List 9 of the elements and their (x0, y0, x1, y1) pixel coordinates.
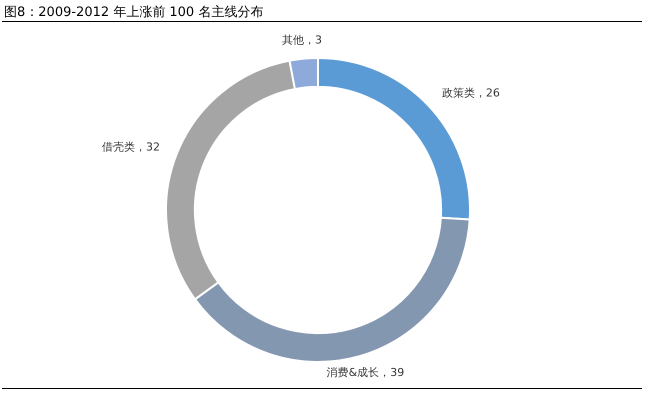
data-label: ，3 (304, 34, 322, 47)
data-label: ，26 (474, 86, 500, 100)
slice-label: 政策类 (442, 86, 475, 100)
data-label: ，32 (134, 140, 160, 154)
slice-label: 消费&成长 (326, 366, 380, 380)
chart-title: 图8：2009-2012 年上涨前 100 名主线分布 (4, 4, 264, 21)
slice-label: 其他 (282, 34, 304, 47)
slice-label: 借壳类 (102, 140, 135, 154)
data-label: ，39 (379, 366, 404, 380)
